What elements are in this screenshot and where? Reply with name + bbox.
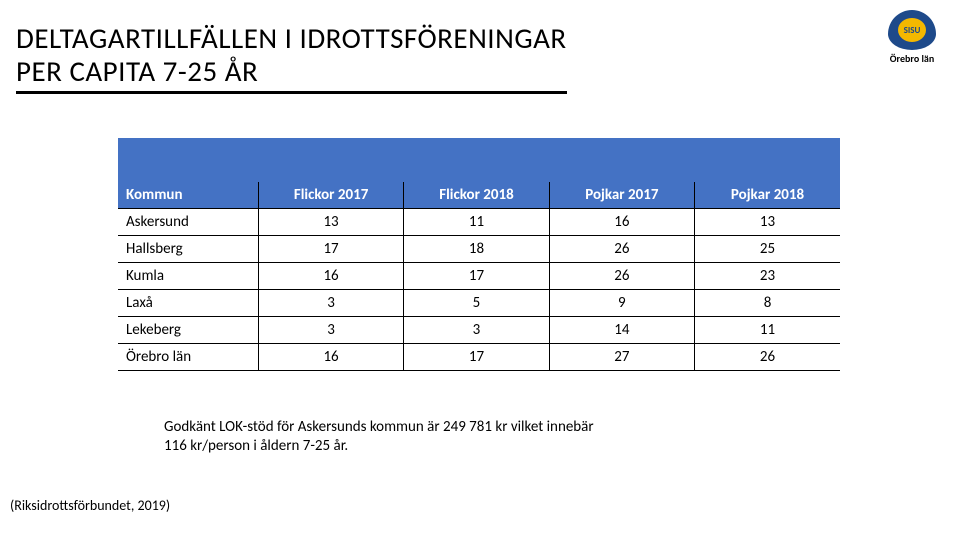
table-cell: Lekeberg bbox=[118, 317, 258, 344]
logo-inner-text: SISU bbox=[898, 18, 926, 42]
title-line-2: PER CAPITA 7-25 ÅR bbox=[16, 53, 258, 89]
table-cell: 3 bbox=[258, 317, 403, 344]
table-row: Kumla 16 17 26 23 bbox=[118, 263, 840, 290]
logo-badge-icon: SISU bbox=[888, 10, 936, 50]
table-cell: 11 bbox=[404, 209, 549, 236]
footnote-line-1: Godkänt LOK-stöd för Askersunds kommun ä… bbox=[164, 418, 594, 436]
data-table: Kommun Flickor 2017 Flickor 2018 Pojkar … bbox=[118, 138, 840, 371]
logo: SISU Örebro län bbox=[882, 10, 942, 65]
table-cell: 14 bbox=[549, 317, 694, 344]
data-table-container: Kommun Flickor 2017 Flickor 2018 Pojkar … bbox=[118, 138, 840, 371]
column-header: Flickor 2018 bbox=[404, 182, 549, 209]
table-cell: Laxå bbox=[118, 290, 258, 317]
table-cell: 17 bbox=[404, 344, 549, 371]
column-header: Flickor 2017 bbox=[258, 182, 403, 209]
table-row: Hallsberg 17 18 26 25 bbox=[118, 236, 840, 263]
table-cell: 25 bbox=[695, 236, 840, 263]
table-row: Askersund 13 11 16 13 bbox=[118, 209, 840, 236]
table-cell: 8 bbox=[695, 290, 840, 317]
table-body: Askersund 13 11 16 13 Hallsberg 17 18 26… bbox=[118, 209, 840, 371]
table-row: Lekeberg 3 3 14 11 bbox=[118, 317, 840, 344]
table-cell: 26 bbox=[549, 263, 694, 290]
table-cell: Örebro län bbox=[118, 344, 258, 371]
table-cell: 18 bbox=[404, 236, 549, 263]
table-cell: Hallsberg bbox=[118, 236, 258, 263]
table-cell: 3 bbox=[404, 317, 549, 344]
table-header-row: Kommun Flickor 2017 Flickor 2018 Pojkar … bbox=[118, 182, 840, 209]
table-cell: 27 bbox=[549, 344, 694, 371]
table-cell: 26 bbox=[695, 344, 840, 371]
table-cell: 13 bbox=[258, 209, 403, 236]
column-header: Kommun bbox=[118, 182, 258, 209]
table-cell: Askersund bbox=[118, 209, 258, 236]
table-cell: 3 bbox=[258, 290, 403, 317]
title-line-1: DELTAGARTILLFÄLLEN I IDROTTSFÖRENINGAR bbox=[16, 20, 567, 56]
table-row: Laxå 3 5 9 8 bbox=[118, 290, 840, 317]
column-header: Pojkar 2018 bbox=[695, 182, 840, 209]
table-cell: 5 bbox=[404, 290, 549, 317]
logo-caption: Örebro län bbox=[882, 52, 942, 65]
footnote: Godkänt LOK-stöd för Askersunds kommun ä… bbox=[164, 418, 594, 456]
table-cell: 23 bbox=[695, 263, 840, 290]
table-cell: 13 bbox=[695, 209, 840, 236]
page-title: DELTAGARTILLFÄLLEN I IDROTTSFÖRENINGAR P… bbox=[16, 22, 567, 94]
table-cell: 9 bbox=[549, 290, 694, 317]
table-cell: 16 bbox=[549, 209, 694, 236]
table-cell: 17 bbox=[404, 263, 549, 290]
column-header: Pojkar 2017 bbox=[549, 182, 694, 209]
source-citation: (Riksidrottsförbundet, 2019) bbox=[10, 497, 170, 514]
table-cell: 26 bbox=[549, 236, 694, 263]
table-cell: Kumla bbox=[118, 263, 258, 290]
table-cell: 17 bbox=[258, 236, 403, 263]
table-cell: 16 bbox=[258, 263, 403, 290]
footnote-line-2: 116 kr/person i åldern 7-25 år. bbox=[164, 437, 348, 455]
table-cell: 11 bbox=[695, 317, 840, 344]
table-cell: 16 bbox=[258, 344, 403, 371]
table-row: Örebro län 16 17 27 26 bbox=[118, 344, 840, 371]
